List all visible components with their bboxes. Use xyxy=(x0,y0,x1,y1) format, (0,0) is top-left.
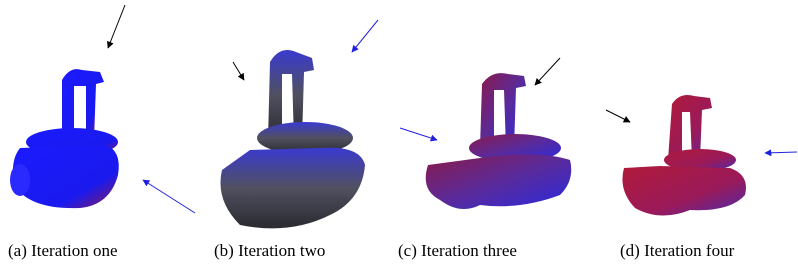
arrow xyxy=(108,5,125,48)
arrow xyxy=(352,20,378,52)
caption: (d) Iteration four xyxy=(620,241,735,260)
caption: (c) Iteration three xyxy=(398,241,517,260)
caption: (a) Iteration one xyxy=(8,241,118,260)
point-cloud xyxy=(426,73,572,209)
arrow xyxy=(143,180,195,213)
arrow xyxy=(535,58,560,85)
arrow xyxy=(765,152,797,153)
point-cloud xyxy=(10,69,119,208)
arrow xyxy=(233,62,244,80)
point-cloud xyxy=(622,95,746,216)
arrow xyxy=(400,128,437,140)
caption: (b) Iteration two xyxy=(214,241,325,260)
figure: (a) Iteration one (b) Iteration two (c) … xyxy=(0,0,798,268)
arrow xyxy=(606,110,630,122)
